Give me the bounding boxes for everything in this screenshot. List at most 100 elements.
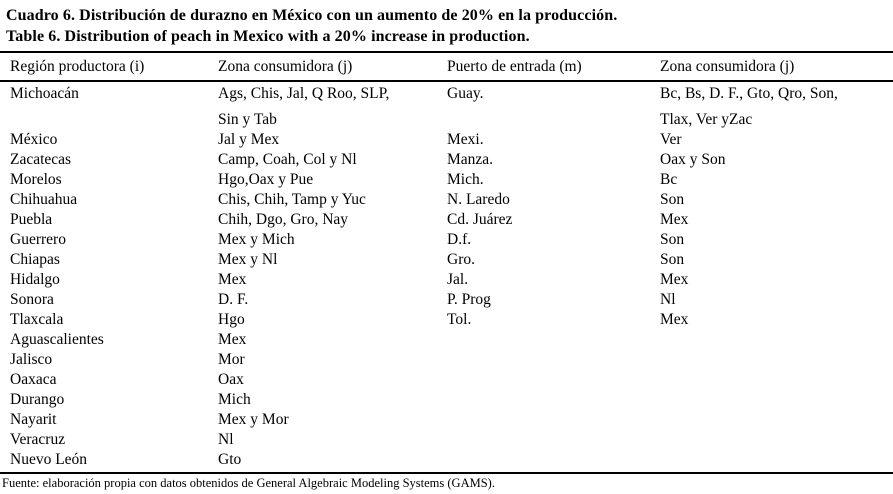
table-cell: Ags, Chis, Jal, Q Roo, SLP,	[218, 85, 390, 102]
table-row: Durango Mich	[10, 390, 893, 410]
table-cell	[447, 110, 660, 130]
table-cell: Mex	[660, 271, 689, 288]
table-cell: Hgo	[218, 311, 245, 328]
column-header-consumer-zone-1: Zona consumidora (j)	[218, 58, 353, 75]
table-cell	[447, 330, 660, 350]
table-cell	[660, 450, 893, 470]
table-cell: Son	[660, 191, 685, 208]
table-cell: Puebla	[10, 211, 53, 228]
table-cell: Son	[660, 251, 685, 268]
table-cell	[660, 410, 893, 430]
distribution-table: Región productora (i) Zona consumidora (…	[0, 51, 893, 474]
table-cell: Nuevo León	[10, 451, 88, 468]
table-cell: N. Laredo	[447, 191, 510, 208]
table-cell: D.f.	[447, 231, 472, 248]
table-cell: Veracruz	[10, 431, 66, 448]
table-cell: P. Prog	[447, 291, 491, 308]
table-row: Michoacán Ags, Chis, Jal, Q Roo, SLP, Guay…	[10, 84, 893, 104]
table-row: Nuevo León Gto	[10, 450, 893, 470]
table-cell: D. F.	[218, 291, 249, 308]
table-cell	[447, 450, 660, 470]
table-cell: Zacatecas	[10, 151, 72, 168]
table-row: Chihuahua Chis, Chih, Tamp y Yuc N. Laredo…	[10, 190, 893, 210]
table-cell: Sin y Tab	[218, 111, 277, 128]
table-cell: Tlaxcala	[10, 311, 64, 328]
table-cell: Mex	[660, 311, 689, 328]
table-row: Puebla Chih, Dgo, Gro, Nay Cd. Juárez Mex	[10, 210, 893, 230]
table-cell: Tlax, Ver yZac	[660, 111, 753, 128]
table-cell: Mich.	[447, 171, 484, 188]
table-cell	[660, 350, 893, 370]
table-cell: Nl	[218, 431, 234, 448]
table-cell	[660, 430, 893, 450]
table-cell: Oax	[218, 371, 244, 388]
table-cell: Mex	[218, 331, 247, 348]
table-cell: Manza.	[447, 151, 494, 168]
table-cell: Oaxaca	[10, 371, 57, 388]
table-cell: Mexi.	[447, 131, 484, 148]
table-row: Sonora D. F. P. Prog Nl	[10, 290, 893, 310]
table-cell	[660, 390, 893, 410]
table-cell: Tol.	[447, 311, 472, 328]
table-cell	[10, 110, 218, 130]
table-row: Jalisco Mor	[10, 350, 893, 370]
table-cell	[447, 410, 660, 430]
table-row: Veracruz Nl	[10, 430, 893, 450]
table-cell: Mex y Mich	[218, 231, 295, 248]
table-title-english: Table 6. Distribution of peach in Mexico…	[6, 28, 530, 45]
table-cell: Guerrero	[10, 231, 66, 248]
table-cell: Jal.	[447, 271, 469, 288]
column-header-consumer-zone-2: Zona consumidora (j)	[660, 58, 795, 75]
table-body: Michoacán Ags, Chis, Jal, Q Roo, SLP, Guay…	[0, 82, 893, 472]
table-cell	[447, 430, 660, 450]
table-cell: Jalisco	[10, 351, 53, 368]
table-cell: Nayarit	[10, 411, 57, 428]
table-row: Morelos Hgo,Oax y Pue Mich. Bc	[10, 170, 893, 190]
table-cell: Michoacán	[10, 85, 79, 102]
table-cell	[447, 350, 660, 370]
table-cell	[660, 330, 893, 350]
table-cell: Mor	[218, 351, 245, 368]
table-cell: Gro.	[447, 251, 475, 268]
table-cell: Gto	[218, 451, 242, 468]
table-header-row: Región productora (i) Zona consumidora (…	[0, 53, 893, 82]
table-cell: Mex y Mor	[218, 411, 289, 428]
table-title-spanish: Cuadro 6. Distribución de durazno en Méx…	[6, 7, 618, 24]
table-cell: Mich	[218, 391, 251, 408]
table-cell: Hgo,Oax y Pue	[218, 171, 314, 188]
table-row: México Jal y Mex Mexi. Ver	[10, 130, 893, 150]
table-cell	[660, 370, 893, 390]
table-cell: Mex y Nl	[218, 251, 278, 268]
table-cell: Jal y Mex	[218, 131, 280, 148]
table-cell: Morelos	[10, 171, 62, 188]
table-row: Aguascalientes Mex	[10, 330, 893, 350]
table-cell: Cd. Juárez	[447, 211, 513, 228]
table-cell: Guay.	[447, 85, 484, 102]
table-cell: Durango	[10, 391, 65, 408]
table-cell	[447, 390, 660, 410]
table-row: Sin y Tab Tlax, Ver yZac	[10, 104, 893, 130]
table-cell: Son	[660, 231, 685, 248]
column-header-producing-region: Región productora (i)	[10, 58, 145, 75]
table-row: Zacatecas Camp, Coah, Col y Nl Manza. Oax y…	[10, 150, 893, 170]
table-cell: Bc, Bs, D. F., Gto, Qro, Son,	[660, 85, 838, 102]
table-cell: Chiapas	[10, 251, 60, 268]
table-row: Nayarit Mex y Mor	[10, 410, 893, 430]
table-row: Hidalgo Mex Jal. Mex	[10, 270, 893, 290]
table-cell: Sonora	[10, 291, 54, 308]
table-row: Oaxaca Oax	[10, 370, 893, 390]
table-source-note: Fuente: elaboración propia con datos obt…	[2, 476, 495, 490]
table-row: Guerrero Mex y Mich D.f. Son	[10, 230, 893, 250]
table-titles: Cuadro 6. Distribución de durazno en Méx…	[0, 0, 893, 47]
table-cell: Mex	[660, 211, 689, 228]
table-row: Tlaxcala Hgo Tol. Mex	[10, 310, 893, 330]
column-header-entry-port: Puerto de entrada (m)	[447, 58, 582, 75]
table-cell: Oax y Son	[660, 151, 726, 168]
table-cell: Mex	[218, 271, 247, 288]
table-cell: Camp, Coah, Col y Nl	[218, 151, 357, 168]
table-cell: Nl	[660, 291, 676, 308]
table-cell: Hidalgo	[10, 271, 60, 288]
table-cell: México	[10, 131, 58, 148]
table-cell: Aguascalientes	[10, 331, 104, 348]
